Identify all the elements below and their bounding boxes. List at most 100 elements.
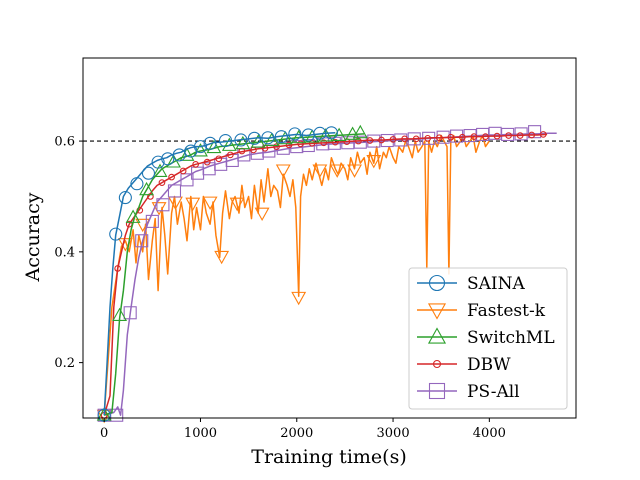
data-point-ps-all xyxy=(514,127,528,141)
data-point-dbw xyxy=(459,133,466,141)
data-point-ps-all xyxy=(156,198,170,212)
data-point-saina xyxy=(161,152,175,166)
data-point-ps-all xyxy=(501,127,515,141)
data-point-ps-all xyxy=(145,214,159,228)
legend-marker-fastest-k xyxy=(427,303,447,320)
data-point-ps-all xyxy=(123,306,137,320)
data-point-switchml xyxy=(304,129,320,143)
data-point-fastest-k xyxy=(185,197,201,212)
data-point-saina xyxy=(172,148,186,162)
data-point-dbw xyxy=(447,133,455,141)
data-point-dbw xyxy=(297,140,304,148)
series-dbw xyxy=(100,131,548,419)
data-point-dbw xyxy=(389,136,397,143)
data-point-dbw xyxy=(435,134,443,142)
data-point-fastest-k xyxy=(254,207,270,222)
legend-box xyxy=(408,267,568,410)
data-point-switchml xyxy=(125,209,141,223)
data-point-fastest-k xyxy=(229,197,245,212)
data-point-dbw xyxy=(114,265,122,272)
data-point-dbw xyxy=(493,132,501,140)
data-point-saina xyxy=(218,133,233,148)
series-layer xyxy=(96,124,557,424)
x-tick-label: 3000 xyxy=(377,426,410,441)
data-point-dbw xyxy=(179,167,187,175)
data-point-fastest-k xyxy=(202,196,218,210)
data-point-saina xyxy=(234,133,248,147)
data-point-fastest-k xyxy=(275,164,291,178)
data-point-switchml xyxy=(291,129,307,144)
data-point-dbw xyxy=(378,136,385,144)
data-point-fastest-k xyxy=(347,164,362,178)
data-point-switchml xyxy=(139,181,154,196)
data-point-ps-all xyxy=(135,234,149,248)
data-point-dbw xyxy=(215,155,223,163)
data-point-dbw xyxy=(366,137,374,144)
y-tick-label: 0.6 xyxy=(54,135,75,150)
legend-label-ps-all: PS-All xyxy=(467,382,520,402)
data-point-switchml xyxy=(179,147,195,161)
data-point-saina xyxy=(130,177,144,191)
data-point-fastest-k xyxy=(312,164,328,178)
data-point-dbw xyxy=(168,173,175,181)
data-point-switchml xyxy=(277,130,293,145)
data-point-ps-all xyxy=(353,135,367,149)
data-point-switchml xyxy=(166,154,181,168)
data-point-dbw xyxy=(203,158,211,166)
x-tick-label: 1000 xyxy=(184,426,217,441)
data-point-dbw xyxy=(308,139,316,147)
data-point-dbw xyxy=(320,139,328,147)
data-point-saina xyxy=(203,136,217,150)
y-axis-label: Accuracy xyxy=(22,192,44,282)
data-point-dbw xyxy=(505,132,512,139)
data-point-dbw xyxy=(192,160,200,168)
series-saina xyxy=(97,126,338,422)
legend-marker-dbw xyxy=(432,359,442,369)
legend-label-switchml: SwitchML xyxy=(467,328,555,348)
legend-marker-switchml xyxy=(427,327,447,344)
data-point-fastest-k xyxy=(151,202,167,216)
data-point-dbw xyxy=(539,131,547,138)
data-point-switchml xyxy=(318,128,334,142)
data-point-dbw xyxy=(482,133,489,140)
legend-marker-ps-all xyxy=(428,382,446,400)
x-axis-label: Training time(s) xyxy=(251,446,406,468)
data-point-ps-all xyxy=(367,134,381,148)
data-point-saina xyxy=(118,191,132,205)
plot-area-frame xyxy=(82,57,577,419)
data-point-dbw xyxy=(401,135,408,143)
legend-marker-saina xyxy=(428,274,446,292)
data-point-switchml xyxy=(206,139,222,154)
data-point-saina xyxy=(274,130,288,144)
legend: SAINA Fastest-k SwitchML DBW PS-All xyxy=(408,267,568,410)
data-point-fastest-k xyxy=(329,164,345,178)
data-point-dbw xyxy=(331,138,339,146)
x-tick-label: 4000 xyxy=(473,426,506,441)
data-point-ps-all xyxy=(528,125,542,139)
data-point-switchml xyxy=(352,124,368,139)
data-point-switchml xyxy=(112,307,128,321)
data-point-saina xyxy=(324,126,338,140)
data-point-saina xyxy=(247,131,261,145)
data-point-saina xyxy=(261,131,275,145)
data-point-saina xyxy=(151,155,165,169)
x-tick-label: 0 xyxy=(100,426,108,441)
data-point-dbw xyxy=(273,143,280,150)
data-point-ps-all xyxy=(167,184,182,198)
data-point-dbw xyxy=(285,141,293,149)
data-point-dbw xyxy=(412,135,420,143)
legend-label-saina: SAINA xyxy=(467,274,526,294)
y-tick-label: 0.2 xyxy=(54,356,75,371)
data-point-ps-all xyxy=(180,173,194,187)
data-point-dbw xyxy=(516,132,524,139)
data-point-saina xyxy=(109,227,123,241)
legend-label-dbw: DBW xyxy=(467,355,511,375)
data-point-switchml xyxy=(264,132,280,146)
ticks-layer: 0 1000 2000 3000 4000 0.2 0.4 0.6 xyxy=(54,135,506,441)
data-point-ps-all xyxy=(450,129,464,143)
y-tick-label: 0.4 xyxy=(54,245,75,260)
x-tick-label: 2000 xyxy=(280,426,313,441)
data-point-dbw xyxy=(147,193,154,200)
data-point-fastest-k xyxy=(214,250,230,265)
